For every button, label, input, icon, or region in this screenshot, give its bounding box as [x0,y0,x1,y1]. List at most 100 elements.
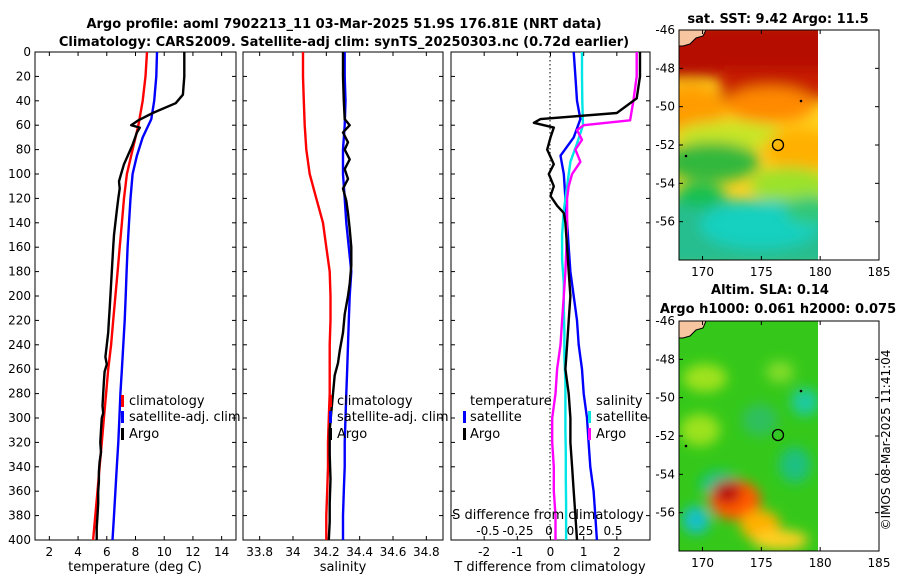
difference-x-axis: -2 -1 0 1 2 [478,52,621,559]
sla-map-image [679,321,818,551]
depth-tick-label: 140 [8,216,31,230]
sla-argo-marker [771,428,785,442]
lon-tick-label: 170 [691,556,714,570]
x-tick-label: -1 [511,545,523,559]
x-tick-label: 2 [613,545,621,559]
lat-tick-label: -48 [655,352,675,366]
sal-legend-swatch-climatology [329,395,332,407]
lat-tick-label: -54 [655,467,675,481]
temperature-panel: 0204060801001201401601802002202402602803… [8,45,650,575]
sst-map-title: sat. SST: 9.42 Argo: 11.5 [687,12,868,27]
sla-map-subtitle: Argo h1000: 0.061 h2000: 0.075 [660,302,896,317]
depth-tick-label: 180 [8,265,31,279]
series-line-argo [95,52,186,540]
x-tick-label: 10 [157,545,172,559]
legend-label-s-satellite: satellite [596,410,648,425]
series-line-temperature-argo [532,52,642,540]
salinity-legend: climatology satellite-adj. clim Argo [329,394,449,442]
x-tick-label: 14 [214,545,229,559]
legend-label-t-argo: Argo [470,427,500,442]
legend-label-climatology: climatology [129,394,205,409]
legend-swatch-s-satellite [588,411,591,423]
depth-tick-label: 20 [16,69,31,83]
lat-tick-label: -50 [655,100,675,114]
x-tick-label: 12 [185,545,200,559]
sst-argo-marker [771,138,785,152]
lat-tick-label: -52 [655,429,675,443]
depth-tick-label: 340 [8,460,31,474]
legend-swatch-salinity [588,395,591,407]
temperature-profiles [91,52,186,540]
sal-legend-swatch-argo [329,428,332,440]
legend-swatch-climatology [121,395,124,407]
lat-tick-label: -52 [655,138,675,152]
lon-tick-label: 180 [809,265,832,279]
legend-label-temperature: temperature [470,394,552,409]
sal-legend-label-argo: Argo [337,427,367,442]
sal-legend-label-climatology: climatology [337,394,413,409]
depth-tick-label: 0 [23,45,31,59]
legend-label-s-argo: Argo [596,427,626,442]
s-diff-tick-label: 0.25 [567,524,594,538]
sla-map-panel: Altim. SLA: 0.14 Argo h1000: 0.061 h2000… [655,283,896,570]
difference-panel: -2 -1 0 1 2 T difference from climatology S … [450,51,651,575]
lat-tick-label: -50 [655,391,675,405]
depth-tick-label: 220 [8,313,31,327]
temperature-x-label: temperature (deg C) [68,560,202,575]
legend-swatch-temperature [463,395,466,407]
sal-legend-swatch-satellite [329,411,332,423]
depth-tick-label: 40 [16,94,31,108]
lat-tick-label: -54 [655,176,675,190]
salinity-x-label: salinity [320,560,367,575]
depth-tick-label: 360 [8,484,31,498]
x-tick-label: 34.4 [346,545,373,559]
depth-axis: 0 20 40 60 80 100 120 140 160 180 200 220 240 260 280 3… [8,45,650,547]
x-tick-label: 34.2 [313,545,340,559]
depth-tick-label: 280 [8,387,31,401]
sst-map-panel: sat. SST: 9.42 Argo: 11.5 [655,12,890,279]
temperature-legend: climatology satellite-adj. clim Argo [121,394,241,442]
salinity-panel: 33.8 34 34.2 34.4 34.6 34.8 salinity climatol… [242,51,449,575]
depth-tick-label: 160 [8,240,31,254]
lon-tick-label: 185 [868,556,891,570]
lat-tick-label: -46 [655,23,675,37]
lon-tick-label: 170 [691,265,714,279]
x-tick-label: 34.6 [380,545,407,559]
x-tick-label: -2 [478,545,490,559]
x-tick-label: 0 [547,545,555,559]
x-tick-label: 6 [103,545,111,559]
depth-tick-label: 240 [8,338,31,352]
lon-tick-label: 175 [750,265,773,279]
legend-label-salinity: salinity [596,394,643,409]
lon-tick-label: 175 [750,556,773,570]
depth-tick-label: 60 [16,118,31,132]
x-tick-label: 34.8 [413,545,440,559]
sal-legend-label-satellite: satellite-adj. clim [337,410,449,425]
s-diff-tick-label: 0.5 [603,524,622,538]
lat-tick-label: -56 [655,215,675,229]
legend-label-argo: Argo [129,427,159,442]
salinity-x-axis: 33.8 34 34.2 34.4 34.6 34.8 [246,52,440,559]
series-line-climatology [301,52,332,540]
depth-tick-label: 380 [8,509,31,523]
main-title-line2: Climatology: CARS2009. Satellite-adj cli… [59,35,629,50]
x-tick-label: 4 [74,545,82,559]
lon-tick-label: 180 [809,556,832,570]
legend-swatch-t-argo [463,428,466,440]
lon-tick-label: 185 [868,265,891,279]
t-difference-x-label: T difference from climatology [453,560,646,575]
x-tick-label: 34 [285,545,300,559]
x-tick-label: 1 [580,545,588,559]
s-diff-tick-label: -0.25 [502,524,533,538]
sst-map-image [679,30,818,260]
legend-swatch-argo [121,428,124,440]
lat-tick-label: -56 [655,506,675,520]
temperature-x-axis: 2 4 6 8 10 12 14 [46,52,229,559]
difference-legend-left: temperature satellite Argo [463,394,552,442]
main-title-line1: Argo profile: aoml 7902213_11 03-Mar-202… [86,17,601,32]
legend-swatch-satellite [121,411,124,423]
salinity-profiles [301,52,353,540]
depth-tick-label: 300 [8,411,31,425]
x-tick-label: 33.8 [246,545,273,559]
